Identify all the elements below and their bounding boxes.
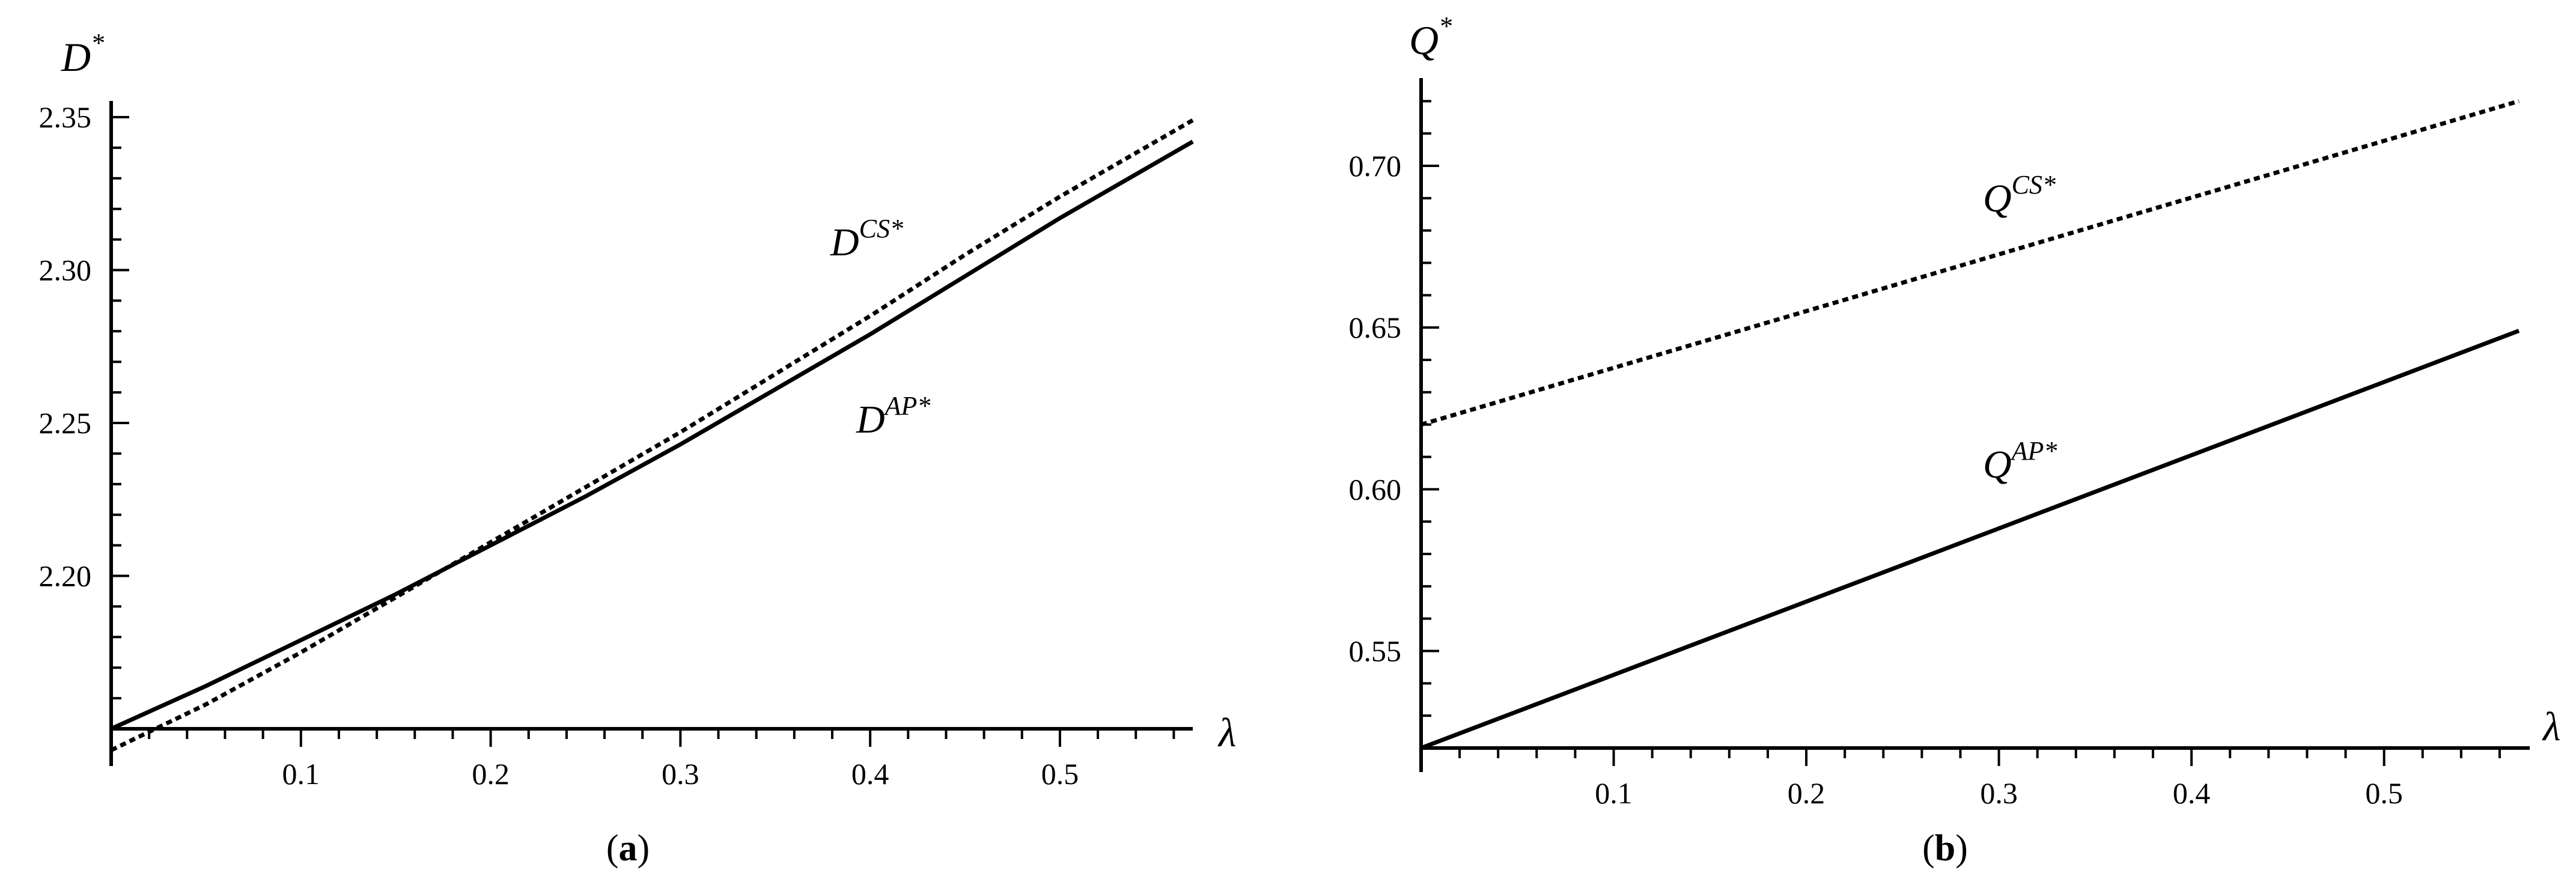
y-tick-label: 0.70 — [1349, 149, 1402, 183]
panel-a-y-axis-title: D* — [61, 28, 104, 80]
panel-b-x-axis-title: λ — [2542, 704, 2560, 749]
panel-a-chart: D* λ 0.1 0.2 0.3 0.4 0.5 2.20 2.25 2.30 2.35 DCS… — [39, 28, 1237, 869]
series-label-qap: QAP* — [1983, 436, 2057, 487]
x-tick-label: 0.4 — [2173, 776, 2211, 810]
series-line-qap — [1420, 329, 2520, 750]
series-label-dap: DAP* — [856, 391, 930, 442]
panel-b-label: (b) — [1922, 828, 1968, 869]
series-label-dcs: DCS* — [830, 214, 903, 264]
y-tick-label: 0.60 — [1349, 472, 1402, 506]
panel-b-y-axis-title: Q* — [1409, 11, 1452, 63]
panel-b-ticks: 0.1 0.2 0.3 0.4 0.5 0.55 0.60 0.65 0.70 — [1349, 100, 2501, 810]
series-line-dcs — [110, 118, 1194, 752]
y-tick-label: 0.65 — [1349, 311, 1402, 344]
x-tick-label: 0.4 — [851, 757, 889, 791]
y-tick-label: 2.30 — [39, 254, 92, 287]
x-tick-label: 0.2 — [472, 757, 510, 791]
series-label-qcs: QCS* — [1983, 170, 2056, 221]
y-tick-label: 2.25 — [39, 406, 92, 440]
x-tick-label: 0.5 — [1041, 757, 1079, 791]
y-tick-label: 2.20 — [39, 559, 92, 593]
series-line-qcs — [1420, 99, 2520, 427]
y-tick-label: 2.35 — [39, 100, 92, 134]
x-tick-label: 0.1 — [1595, 776, 1633, 810]
x-tick-label: 0.3 — [662, 757, 699, 791]
x-tick-label: 0.5 — [2365, 776, 2403, 810]
x-tick-label: 0.3 — [1980, 776, 2018, 810]
panel-a-ticks: 0.1 0.2 0.3 0.4 0.5 2.20 2.25 2.30 2.35 — [39, 100, 1175, 791]
series-line-dap — [110, 139, 1194, 731]
x-tick-label: 0.2 — [1788, 776, 1825, 810]
panel-a-x-axis-title: λ — [1217, 710, 1236, 755]
panel-a-label: (a) — [606, 828, 650, 869]
panel-b-chart: Q* λ 0.1 0.2 0.3 0.4 0.5 0.55 0.60 0.65 0.70 QCS… — [1349, 11, 2561, 869]
x-tick-label: 0.1 — [282, 757, 320, 791]
y-tick-label: 0.55 — [1349, 634, 1402, 668]
